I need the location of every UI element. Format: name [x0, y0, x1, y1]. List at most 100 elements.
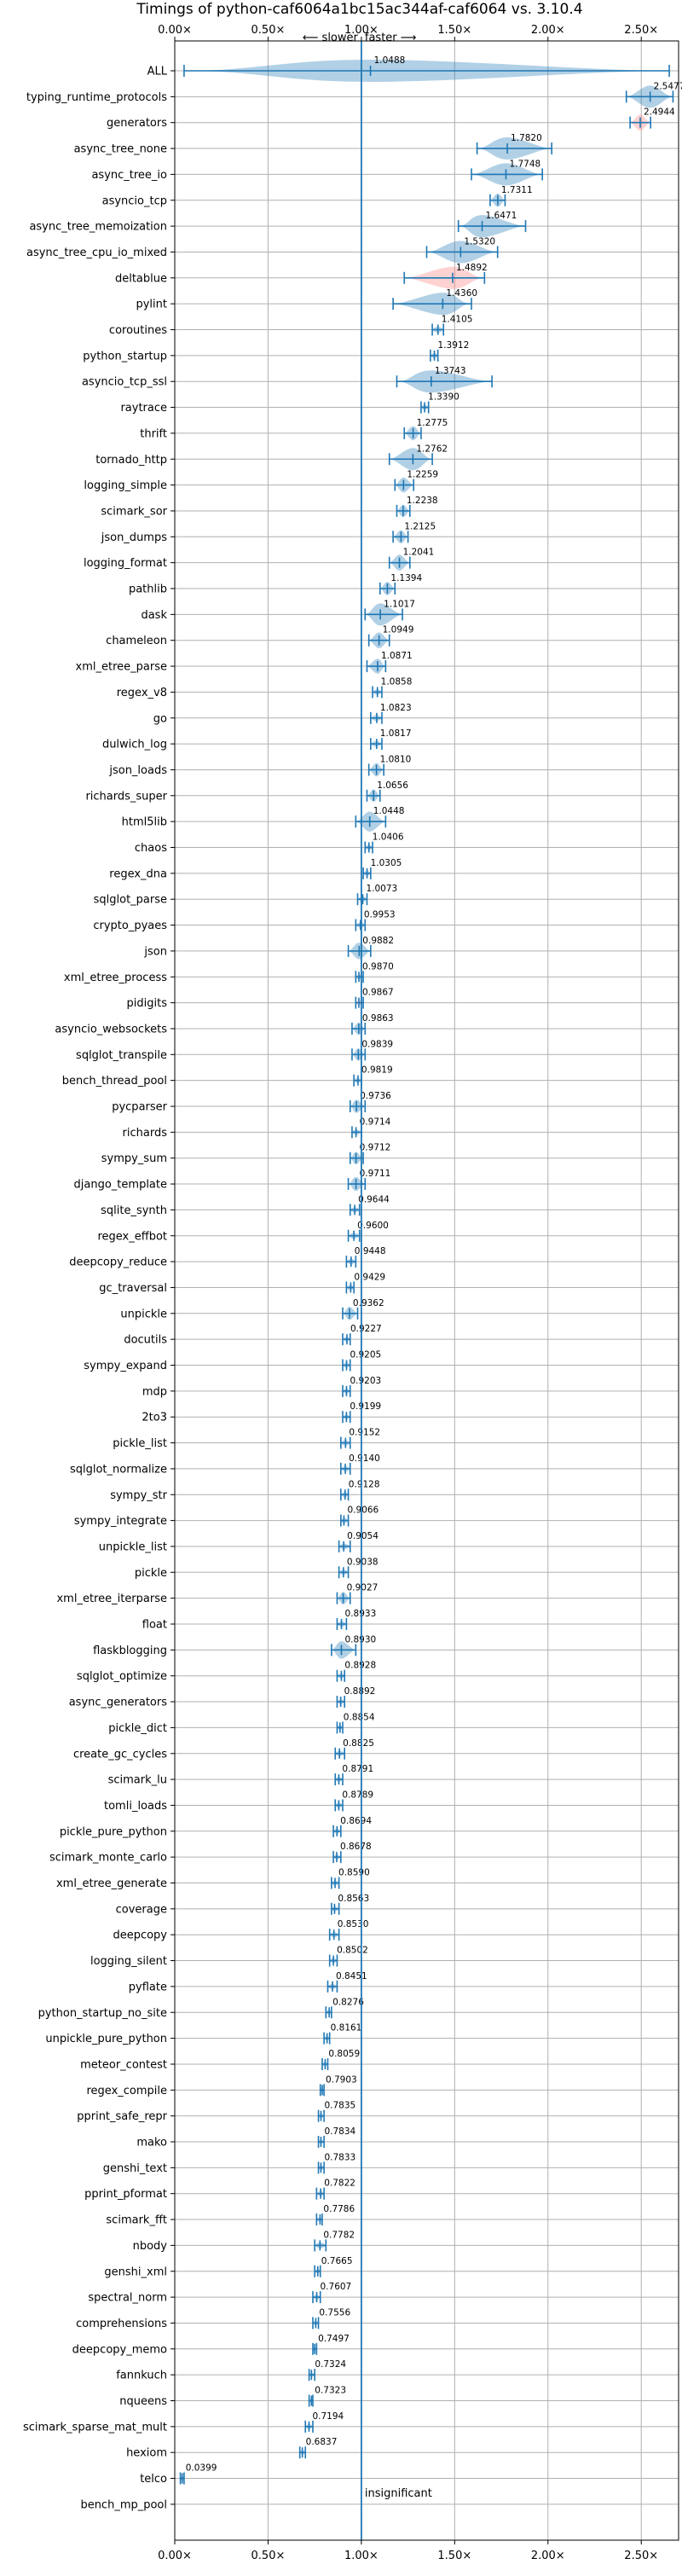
value-label: 0.8694 — [340, 1816, 372, 1826]
benchmark-row-genshi-xml: genshi_xml 0.7665 — [104, 2256, 352, 2279]
benchmark-row-genshi-text: genshi_text 0.7833 — [103, 2152, 355, 2175]
value-label: 1.4892 — [456, 263, 488, 273]
benchmark-row-regex-effbot: regex_effbot 0.9600 — [97, 1221, 388, 1244]
benchmark-row-typing-runtime-protocols: typing_runtime_protocols 2.5477 — [26, 81, 682, 108]
category-label: thrift — [140, 427, 167, 440]
category-label: regex_dna — [109, 867, 167, 880]
category-label: chaos — [135, 842, 167, 855]
value-label: 0.9152 — [349, 1428, 380, 1438]
benchmark-row-sqlite-synth: sqlite_synth 0.9644 — [101, 1194, 390, 1217]
grid — [174, 41, 679, 2540]
benchmark-row-pprint-pformat: pprint_pformat 0.7822 — [84, 2179, 355, 2202]
benchmark-row-django-template: django_template 0.9711 — [74, 1169, 391, 1192]
category-label: hexiom — [126, 2447, 167, 2460]
benchmark-row-regex-v8: regex_v8 1.0858 — [117, 676, 413, 699]
benchmark-row-telco: telco 0.0399 — [140, 2463, 217, 2486]
category-label: coverage — [116, 1903, 167, 1916]
benchmark-row-go: go 1.0823 — [153, 703, 412, 726]
value-label: 0.7835 — [324, 2101, 355, 2111]
value-label: 1.2125 — [404, 521, 436, 531]
category-label: mdp — [142, 1385, 167, 1398]
value-label: 0.8892 — [344, 1686, 376, 1697]
x-axis-ticks: 0.00× 0.00× 0.50× 0.50× 1.00× 1.00× 1.50× 1.50×… — [158, 24, 658, 2562]
value-label: 0.8825 — [343, 1738, 374, 1749]
benchmark-row-meteor-contest: meteor_contest 0.8059 — [80, 2049, 360, 2072]
category-label: tornado_http — [95, 454, 167, 467]
category-label: bench_thread_pool — [62, 1075, 167, 1088]
category-label: flaskblogging — [93, 1645, 167, 1657]
benchmark-row-scimark-monte-carlo: scimark_monte_carlo 0.8678 — [49, 1842, 372, 1865]
value-label: 0.8933 — [345, 1609, 377, 1619]
benchmark-row-pickle-dict: pickle_dict 0.8854 — [108, 1712, 375, 1735]
benchmark-row-bench-thread-pool: bench_thread_pool 0.9819 — [62, 1065, 393, 1088]
value-label: 0.9600 — [357, 1221, 389, 1231]
insignificant-annotation: insignificant — [365, 2487, 432, 2500]
value-label: 1.0858 — [381, 676, 413, 687]
value-label: 1.1394 — [390, 573, 422, 583]
benchmark-row-coverage: coverage 0.8563 — [116, 1894, 370, 1917]
category-label: xml_etree_process — [64, 972, 167, 984]
tick-label-bottom: 1.00× — [344, 2550, 379, 2562]
benchmark-row-create-gc-cycles: create_gc_cycles 0.8825 — [73, 1738, 374, 1761]
category-label: create_gc_cycles — [73, 1748, 167, 1761]
category-label: dask — [141, 609, 167, 622]
value-label: 0.9712 — [360, 1143, 391, 1153]
value-label: 1.0949 — [383, 625, 414, 635]
benchmark-row-deepcopy-memo: deepcopy_memo 0.7497 — [72, 2334, 350, 2357]
value-label: 1.7748 — [509, 159, 540, 169]
category-label: xml_etree_iterparse — [56, 1593, 167, 1605]
value-label: 0.9819 — [361, 1065, 393, 1076]
value-label: 0.7665 — [321, 2256, 353, 2266]
category-label: sqlite_synth — [101, 1204, 167, 1217]
benchmark-row-pickle: pickle 0.9038 — [135, 1557, 379, 1580]
category-label: html5lib — [122, 816, 167, 829]
category-label: sympy_integrate — [74, 1515, 167, 1528]
benchmark-row-nqueens: nqueens 0.7323 — [119, 2386, 346, 2409]
category-label: deepcopy — [113, 1929, 167, 1942]
value-label: 0.9714 — [360, 1117, 391, 1127]
category-label: logging_format — [84, 557, 167, 570]
value-label: 0.9054 — [347, 1531, 379, 1541]
value-label: 0.9839 — [361, 1039, 393, 1049]
category-label: async_tree_none — [74, 143, 167, 156]
tick-label-top: 1.00× — [344, 24, 379, 37]
benchmark-row-crypto-pyaes: crypto_pyaes 0.9953 — [93, 910, 395, 933]
value-label: 0.8161 — [331, 2023, 362, 2034]
category-label: fannkuch — [116, 2370, 167, 2382]
value-label: 1.0406 — [373, 833, 404, 843]
benchmark-row-sqlglot-optimize: sqlglot_optimize 0.8928 — [77, 1661, 376, 1684]
value-label: 1.4360 — [446, 288, 477, 299]
category-label: pickle — [135, 1567, 167, 1580]
benchmark-row-chameleon: chameleon 1.0949 — [106, 625, 413, 648]
value-label: 0.8789 — [342, 1790, 373, 1800]
value-label: 0.9038 — [347, 1557, 379, 1567]
benchmark-row-async-generators: async_generators 0.8892 — [69, 1686, 376, 1709]
category-label: scimark_sparse_mat_mult — [23, 2421, 167, 2434]
benchmark-row-2to3: 2to3 0.9199 — [142, 1401, 381, 1424]
value-label: 0.7323 — [315, 2386, 346, 2396]
benchmark-row-tornado-http: tornado_http 1.2762 — [95, 444, 448, 471]
value-label: 0.7903 — [326, 2074, 357, 2085]
category-label: coroutines — [109, 324, 167, 337]
benchmark-row-pprint-safe-repr: pprint_safe_repr 0.7835 — [77, 2101, 355, 2124]
value-label: 0.8590 — [338, 1868, 370, 1878]
value-label: 0.9203 — [350, 1376, 381, 1386]
category-label: richards — [123, 1127, 168, 1140]
category-label: go — [153, 712, 167, 725]
benchmark-row-tomli-loads: tomli_loads 0.8789 — [104, 1790, 373, 1813]
benchmark-rows: ALL 1.0488 typing_runtime_protocols 2.5477 g… — [23, 55, 682, 2511]
value-label: 2.5477 — [654, 81, 682, 91]
value-label: 1.2775 — [417, 418, 448, 428]
value-label: 1.5320 — [464, 236, 495, 247]
benchmark-row-pyflate: pyflate 0.8451 — [129, 1971, 367, 1994]
benchmark-row-fannkuch: fannkuch 0.7324 — [116, 2359, 346, 2382]
value-label: 2.4944 — [644, 107, 675, 118]
benchmark-row-sqlglot-parse: sqlglot_parse 1.0073 — [94, 884, 398, 907]
value-label: 0.9140 — [349, 1453, 380, 1464]
category-label: sqlglot_optimize — [77, 1670, 167, 1683]
benchmark-row-docutils: docutils 0.9227 — [124, 1324, 381, 1347]
benchmark-row-scimark-sparse-mat-mult: scimark_sparse_mat_mult 0.7194 — [23, 2411, 344, 2434]
value-label: 0.9711 — [360, 1169, 391, 1179]
category-label: pyflate — [129, 1981, 167, 1993]
